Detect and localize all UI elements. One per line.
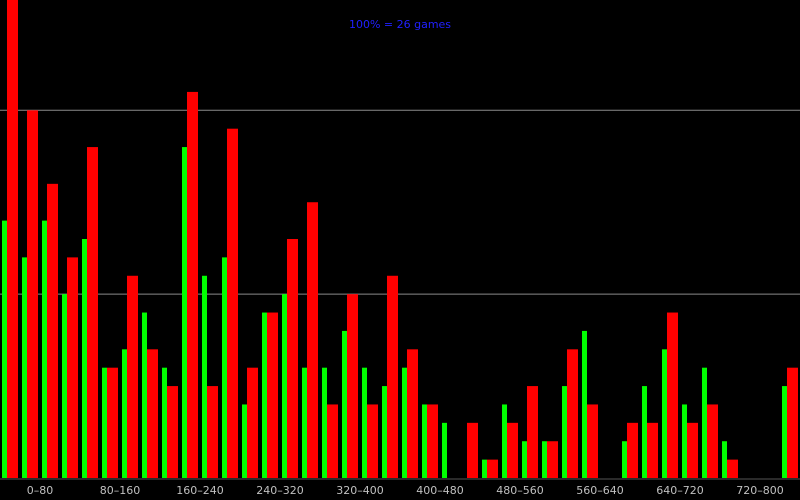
bar <box>22 257 27 478</box>
bar <box>787 367 798 478</box>
bar <box>302 367 307 478</box>
bar <box>522 441 527 478</box>
bar <box>267 312 278 478</box>
bar <box>67 257 78 478</box>
bar <box>482 459 487 478</box>
bar <box>647 422 658 478</box>
x-tick-label: 320–400 <box>336 484 384 497</box>
bar <box>467 422 478 478</box>
bar <box>782 386 787 478</box>
bar <box>47 183 58 478</box>
bar <box>407 349 418 478</box>
bar <box>627 422 638 478</box>
bar <box>727 459 738 478</box>
bar <box>322 367 327 478</box>
bar <box>502 404 507 478</box>
bar <box>367 404 378 478</box>
bar <box>227 128 238 478</box>
bar <box>262 312 267 478</box>
bar <box>702 367 707 478</box>
bar <box>7 0 18 478</box>
bar <box>507 422 518 478</box>
x-tick-label: 640–720 <box>656 484 704 497</box>
bar <box>327 404 338 478</box>
bar <box>662 349 667 478</box>
bar <box>182 147 187 479</box>
bar <box>42 220 47 478</box>
x-tick-label: 160–240 <box>176 484 224 497</box>
bar <box>307 202 318 478</box>
bar <box>422 404 427 478</box>
bar <box>142 312 147 478</box>
bar <box>402 367 407 478</box>
bar <box>122 349 127 478</box>
bar <box>87 147 98 479</box>
x-tick-label: 560–640 <box>576 484 624 497</box>
bar <box>542 441 547 478</box>
x-tick-label: 720–800 <box>736 484 784 497</box>
x-tick-label: 0–80 <box>27 484 54 497</box>
bar <box>242 404 247 478</box>
bar <box>222 257 227 478</box>
bar <box>547 441 558 478</box>
bar <box>387 275 398 478</box>
bar <box>582 330 587 478</box>
bar <box>202 275 207 478</box>
bar <box>687 422 698 478</box>
bar <box>642 386 647 478</box>
bar <box>622 441 627 478</box>
bar <box>287 239 298 478</box>
bar <box>147 349 158 478</box>
bar <box>667 312 678 478</box>
bar <box>282 294 287 478</box>
bar <box>342 330 347 478</box>
bar <box>107 367 118 478</box>
bar <box>382 386 387 478</box>
bar <box>442 422 447 478</box>
bar <box>487 459 498 478</box>
bar <box>722 441 727 478</box>
bar <box>162 367 167 478</box>
bar <box>707 404 718 478</box>
bar <box>347 294 358 478</box>
bar <box>567 349 578 478</box>
bar <box>27 110 38 479</box>
bar <box>82 239 87 478</box>
bar <box>207 386 218 478</box>
bar <box>362 367 367 478</box>
bar <box>247 367 258 478</box>
bar <box>2 220 7 478</box>
bar <box>587 404 598 478</box>
x-tick-label: 480–560 <box>496 484 544 497</box>
bar <box>102 367 107 478</box>
bar <box>62 294 67 478</box>
chart-title: 100% = 26 games <box>349 18 451 31</box>
bar <box>127 275 138 478</box>
bar <box>682 404 687 478</box>
bar <box>167 386 178 478</box>
x-tick-label: 400–480 <box>416 484 464 497</box>
x-tick-label: 80–160 <box>100 484 141 497</box>
bar <box>187 91 198 478</box>
bar <box>427 404 438 478</box>
bar <box>562 386 567 478</box>
bar <box>527 386 538 478</box>
x-tick-label: 240–320 <box>256 484 304 497</box>
